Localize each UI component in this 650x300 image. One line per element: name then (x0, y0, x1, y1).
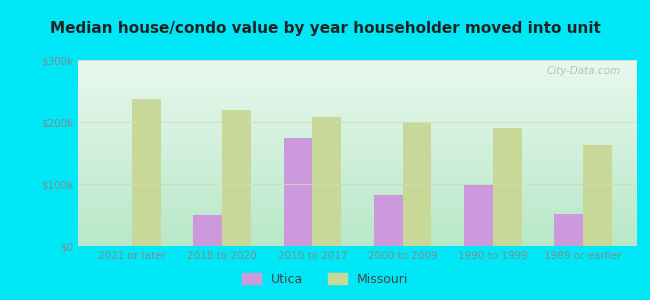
Legend: Utica, Missouri: Utica, Missouri (237, 268, 413, 291)
Bar (402, 123, 432, 246)
Bar (194, 215, 222, 246)
Bar (554, 214, 583, 246)
Bar (313, 117, 341, 246)
Bar (493, 128, 521, 246)
Bar (583, 145, 612, 246)
Bar (132, 99, 161, 246)
Bar (464, 185, 493, 246)
Text: Median house/condo value by year householder moved into unit: Median house/condo value by year househo… (49, 21, 601, 36)
Text: City-Data.com: City-Data.com (546, 66, 620, 76)
Bar (374, 195, 402, 246)
Bar (283, 137, 313, 246)
Bar (222, 110, 251, 246)
